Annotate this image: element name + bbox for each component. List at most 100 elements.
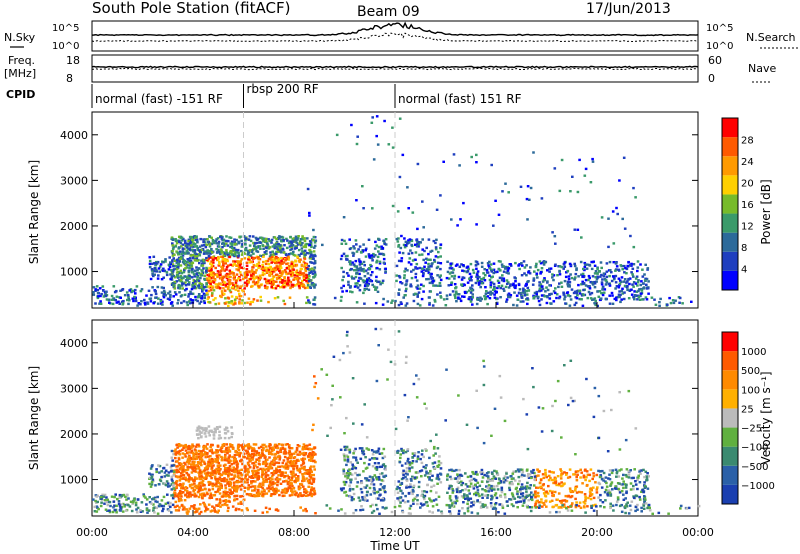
- scatter-cell: [614, 281, 618, 284]
- scatter-cell: [235, 268, 238, 271]
- scatter-cell: [358, 499, 362, 502]
- scatter-cell: [252, 280, 256, 283]
- scatter-cell: [126, 298, 129, 302]
- scatter-cell: [416, 240, 419, 243]
- scatter-cell: [209, 249, 213, 253]
- scatter-cell: [414, 243, 417, 246]
- scatter-cell: [359, 487, 363, 491]
- scatter-cell: [199, 457, 202, 460]
- scatter-cell: [218, 488, 221, 491]
- scatter-cell: [269, 257, 272, 260]
- scatter-cell: [238, 454, 241, 457]
- scatter-cell: [248, 475, 251, 478]
- scatter-cell: [264, 462, 267, 465]
- scatter-cell: [281, 488, 284, 492]
- scatter-cell: [259, 254, 262, 257]
- scatter-cell: [153, 267, 157, 270]
- scatter-cell: [162, 286, 165, 290]
- scatter-cell: [167, 504, 171, 507]
- scatter-cell: [179, 241, 183, 245]
- scatter-cell: [243, 252, 247, 255]
- scatter-cell: [424, 448, 427, 451]
- scatter-cell: [215, 238, 218, 241]
- scatter-cell: [142, 493, 145, 496]
- scatter-cell: [521, 291, 525, 294]
- scatter-cell: [310, 253, 313, 256]
- scatter-cell: [224, 284, 227, 287]
- scatter-cell: [209, 271, 213, 274]
- scatter-cell: [221, 283, 225, 286]
- scatter-cell: [181, 448, 184, 451]
- scatter-cell: [367, 277, 371, 280]
- scatter-cell: [313, 298, 316, 301]
- scatter-cell: [567, 275, 571, 278]
- scatter-cell: [294, 462, 298, 465]
- scatter-cell: [199, 276, 202, 280]
- scatter-cell: [178, 475, 181, 478]
- scatter-cell: [375, 275, 378, 279]
- scatter-cell: [210, 260, 213, 263]
- scatter-cell: [172, 470, 176, 473]
- scatter-cell: [311, 272, 315, 275]
- scatter-cell: [457, 293, 461, 296]
- scatter-cell: [175, 273, 179, 277]
- scatter-cell: [342, 469, 346, 473]
- scatter-cell: [355, 459, 358, 462]
- scatter-cell: [414, 272, 418, 276]
- scatter-cell: [658, 304, 661, 307]
- scatter-cell: [114, 298, 117, 302]
- scatter-cell: [404, 472, 408, 475]
- scatter-cell: [313, 271, 317, 274]
- noise-left-top-tick: 10^5: [52, 23, 79, 34]
- scatter-cell: [446, 270, 450, 274]
- scatter-cell: [532, 297, 535, 300]
- scatter-cell: [541, 280, 545, 283]
- scatter-cell: [237, 242, 241, 245]
- scatter-cell: [566, 280, 570, 284]
- scatter-cell: [256, 281, 260, 284]
- scatter-cell: [548, 267, 551, 270]
- scatter-cell: [158, 464, 162, 468]
- scatter-cell: [596, 267, 599, 270]
- scatter-cell: [622, 156, 626, 159]
- scatter-cell: [175, 258, 179, 262]
- scatter-cell: [273, 462, 277, 465]
- scatter-cell: [224, 239, 228, 243]
- scatter-cell: [303, 237, 306, 240]
- scatter-cell: [218, 476, 222, 479]
- scatter-cell: [261, 473, 264, 477]
- scatter-cell: [575, 267, 578, 270]
- scatter-cell: [508, 263, 512, 266]
- scatter-cell: [187, 283, 190, 286]
- scatter-cell: [272, 489, 275, 492]
- scatter-cell: [599, 261, 603, 264]
- scatter-cell: [256, 250, 260, 253]
- scatter-cell: [293, 247, 297, 250]
- scatter-cell: [475, 275, 478, 278]
- scatter-cell: [482, 276, 486, 280]
- scatter-cell: [190, 471, 194, 474]
- scatter-cell: [234, 288, 238, 291]
- scatter-cell: [193, 488, 197, 491]
- scatter-cell: [455, 300, 458, 303]
- scatter-cell: [376, 255, 380, 259]
- scatter-cell: [578, 292, 582, 295]
- scatter-cell: [600, 292, 604, 295]
- scatter-cell: [515, 294, 519, 297]
- scatter-cell: [356, 461, 359, 464]
- scatter-cell: [228, 454, 231, 457]
- scatter-cell: [218, 274, 222, 277]
- scatter-cell: [208, 275, 211, 279]
- scatter-cell: [259, 299, 263, 302]
- scatter-cell: [468, 272, 472, 276]
- scatter-cell: [522, 300, 525, 303]
- scatter-cell: [467, 297, 471, 301]
- scatter-cell: [600, 266, 603, 270]
- scatter-cell: [288, 245, 292, 248]
- scatter-cell: [291, 243, 294, 247]
- scatter-cell: [639, 263, 642, 266]
- scatter-cell: [312, 228, 315, 232]
- scatter-cell: [212, 298, 215, 302]
- scatter-cell: [174, 456, 177, 460]
- scatter-cell: [155, 262, 159, 265]
